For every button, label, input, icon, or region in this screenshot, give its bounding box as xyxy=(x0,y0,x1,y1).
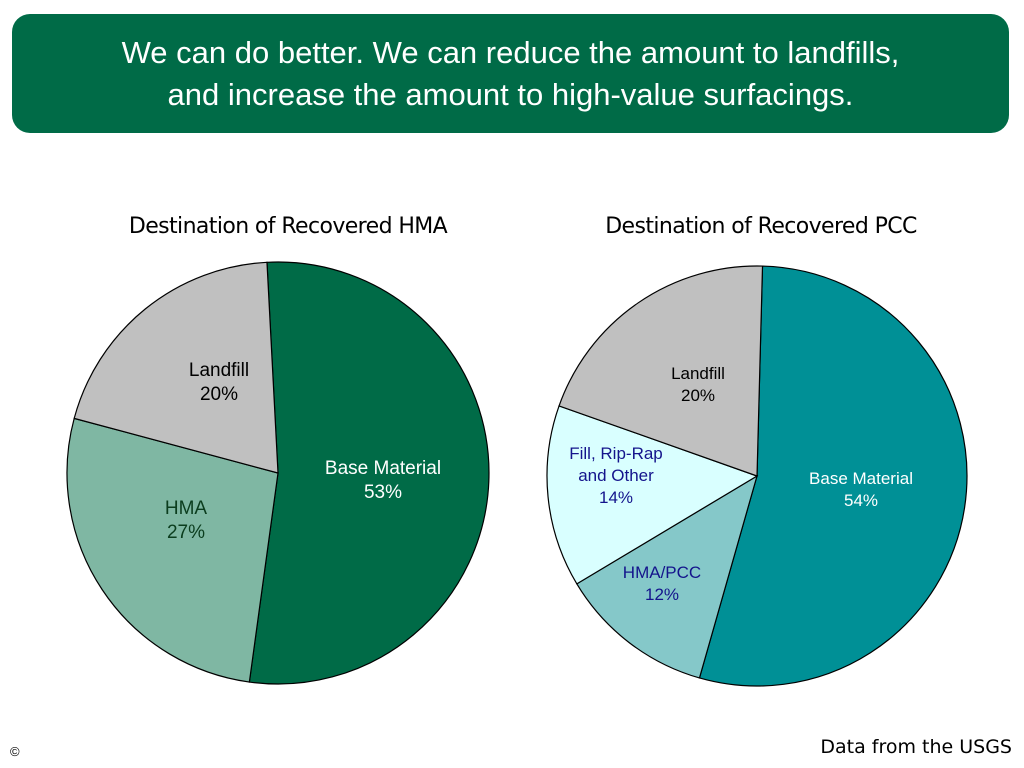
slice-label-hma-pcc: HMA/PCC 12% xyxy=(623,563,701,604)
data-source-note: Data from the USGS xyxy=(820,736,1012,758)
slice-label-fill-rip-rap-and-other: Fill, Rip-Rap and Other 14% xyxy=(569,444,663,507)
pie-chart-hma: Base Material 53% HMA 27% Landfill 20% xyxy=(66,261,490,685)
pie-slice-landfill xyxy=(73,261,279,474)
slice-label-hma: HMA 27% xyxy=(165,498,208,543)
pie-slice-base-material xyxy=(248,261,490,685)
slice-label-base-material: Base Material 53% xyxy=(325,458,441,503)
slice-label-landfill: Landfill 20% xyxy=(671,364,725,405)
headline-banner: We can do better. We can reduce the amou… xyxy=(12,14,1009,133)
pie-slice-hma xyxy=(66,417,279,683)
headline-text: We can do better. We can reduce the amou… xyxy=(121,34,900,112)
chart-title-hma: Destination of Recovered HMA xyxy=(128,214,448,239)
pie-slice-base-material xyxy=(698,265,968,687)
chart-title-pcc: Destination of Recovered PCC xyxy=(605,214,917,239)
pie-slice-landfill xyxy=(558,265,764,477)
copyright-symbol: © xyxy=(10,744,20,759)
pie-chart-pcc: Base Material 54% HMA/PCC 12% Fill, Rip-Rap a… xyxy=(546,265,968,687)
pie-slice-hma-pcc xyxy=(575,474,758,679)
slice-label-landfill: Landfill 20% xyxy=(189,360,249,405)
pie-slice-fill-rip-rap-and-other xyxy=(546,405,759,585)
slice-label-base-material: Base Material 54% xyxy=(809,469,913,510)
